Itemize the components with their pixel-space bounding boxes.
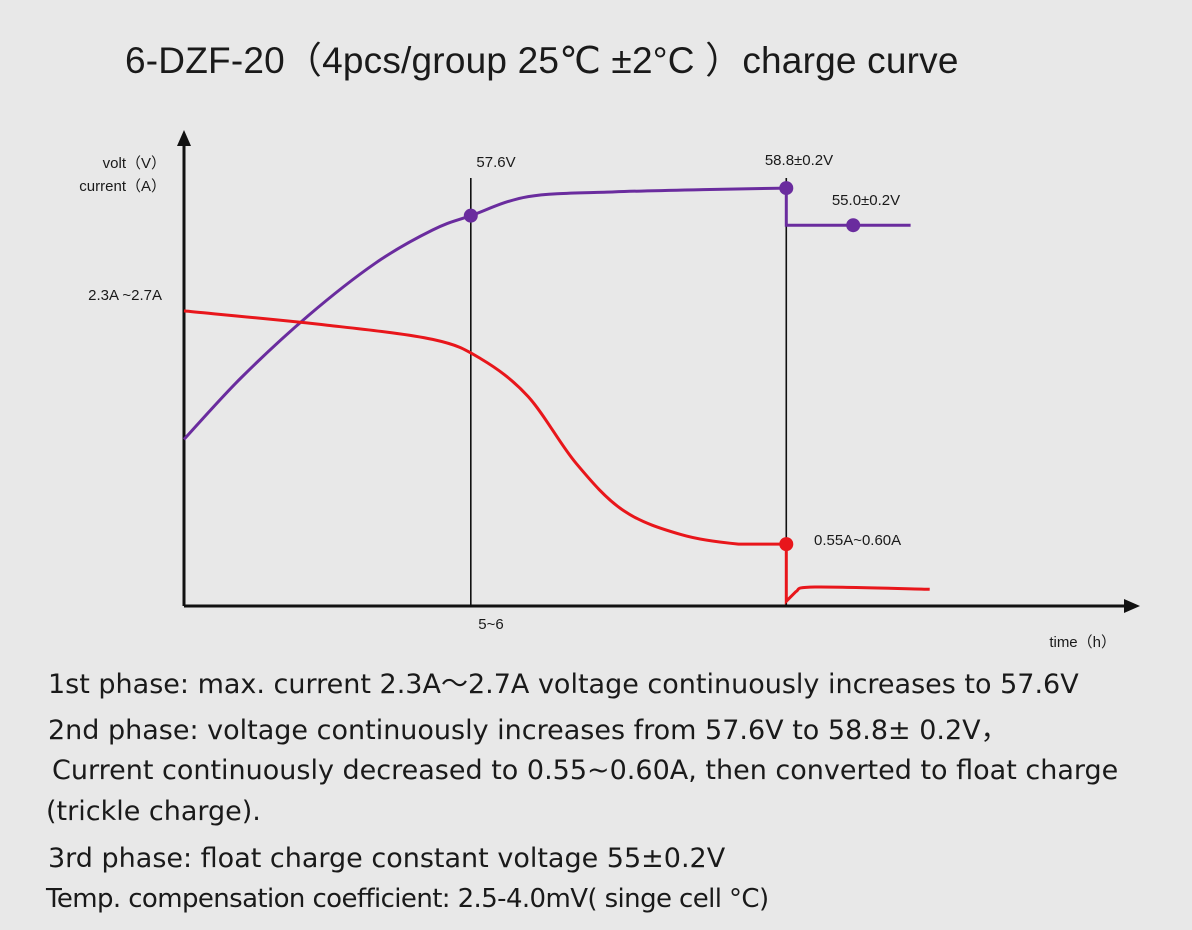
y-tick-label: 2.3A ~2.7A <box>88 287 162 304</box>
current-marker <box>779 537 794 552</box>
current-series-line <box>183 309 930 605</box>
y-axis-arrow <box>177 130 191 146</box>
voltage-marker <box>846 218 861 233</box>
x-axis-label: time（h） <box>1049 634 1116 651</box>
note-phase-1: 1st phase: max. current 2.3A～2.7A voltag… <box>48 669 1079 700</box>
x-axis-arrow <box>1124 599 1140 613</box>
y-axis-label-volt: volt（V） <box>103 155 166 172</box>
voltage-marker <box>779 181 794 196</box>
annotation-current-end: 0.55A~0.60A <box>814 532 901 549</box>
annotation-55-0v: 55.0±0.2V <box>832 192 900 209</box>
annotation-57-6v: 57.6V <box>476 154 515 171</box>
voltage-series-line <box>182 186 911 441</box>
y-axis-label-current: current（A） <box>79 178 166 195</box>
note-phase-3: 3rd phase: float charge constant voltage… <box>48 843 726 874</box>
voltage-marker <box>463 208 478 223</box>
series-markers <box>463 181 861 552</box>
note-temp-compensation: Temp. compensation coefficient: 2.5-4.0m… <box>46 884 769 914</box>
note-trickle-charge: (trickle charge). <box>46 796 261 827</box>
note-phase-2-current: Current continuously decreased to 0.55~0… <box>52 755 1119 786</box>
x-tick-label: 5~6 <box>478 616 503 633</box>
note-phase-2: 2nd phase: voltage continuously increase… <box>48 715 1008 746</box>
chart-title: 6-DZF-20（4pcs/group 25℃ ±2°C ）charge cur… <box>125 40 959 81</box>
annotation-58-8v: 58.8±0.2V <box>765 152 833 169</box>
charge-curve-chart: volt（V） current（A） time（h） 5~6 2.3A ~2.7… <box>79 130 1140 651</box>
